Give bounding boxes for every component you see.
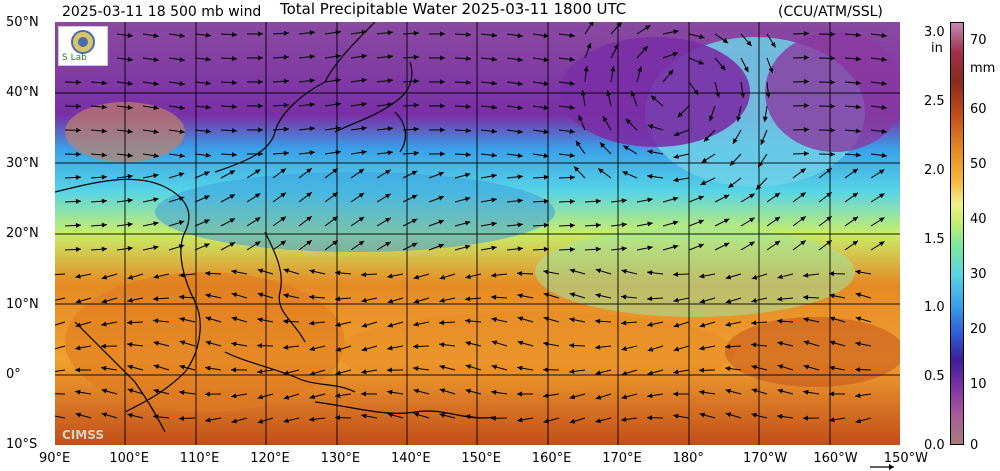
colorbar	[950, 22, 964, 445]
dry-region	[560, 37, 750, 147]
longitude-label: 180°	[673, 452, 704, 466]
latitude-label: 30°N	[6, 157, 39, 171]
latitude-label: 20°N	[6, 227, 39, 241]
warm-region-east	[725, 317, 900, 387]
wind-title: 2025-03-11 18 500 mb wind	[62, 4, 261, 20]
map-svg	[55, 22, 900, 445]
longitude-label: 100°E	[109, 452, 149, 466]
inch-tick: 0.5	[924, 370, 945, 384]
longitude-label: 140°E	[391, 452, 431, 466]
inch-tick: 1.5	[924, 233, 945, 247]
latitude-label: 0°	[6, 368, 21, 382]
mm-tick: 0	[970, 439, 978, 453]
cimss-watermark: CIMSS	[62, 428, 104, 442]
mm-tick: 40	[970, 213, 987, 227]
source-label: (CCU/ATM/SSL)	[778, 4, 883, 20]
latitude-label: 50°N	[6, 16, 39, 30]
mm-tick: 60	[970, 103, 987, 117]
inch-tick: 0.0	[924, 439, 945, 453]
tpw-map	[55, 22, 900, 445]
logo-text: S Lab	[62, 50, 87, 66]
longitude-label: 170°E	[602, 452, 642, 466]
dry-region-east	[765, 32, 900, 152]
inch-unit: in	[931, 42, 943, 56]
inch-tick: 1.0	[924, 301, 945, 315]
longitude-label: 110°E	[180, 452, 220, 466]
mm-tick: 50	[970, 158, 987, 172]
longitude-label: 120°E	[250, 452, 290, 466]
latitude-label: 10°S	[6, 438, 37, 452]
longitude-label: 150°E	[461, 452, 501, 466]
longitude-label: 90°E	[39, 452, 70, 466]
mm-unit: mm	[970, 62, 995, 76]
longitude-label: 130°E	[321, 452, 361, 466]
moist-band	[155, 172, 555, 252]
inch-tick: 2.5	[924, 95, 945, 109]
mm-tick: 20	[970, 323, 987, 337]
latitude-label: 40°N	[6, 86, 39, 100]
latitude-label: 10°N	[6, 298, 39, 312]
inch-tick: 3.0	[924, 26, 945, 40]
inch-tick: 2.0	[924, 164, 945, 178]
longitude-label: 160°E	[532, 452, 572, 466]
mm-tick: 70	[970, 34, 987, 48]
mm-tick: 30	[970, 268, 987, 282]
mm-tick: 10	[970, 378, 987, 392]
longitude-label: 160°W	[813, 452, 857, 466]
page-title: Total Precipitable Water 2025-03-11 1800…	[280, 1, 626, 17]
longitude-label: 170°W	[743, 452, 787, 466]
